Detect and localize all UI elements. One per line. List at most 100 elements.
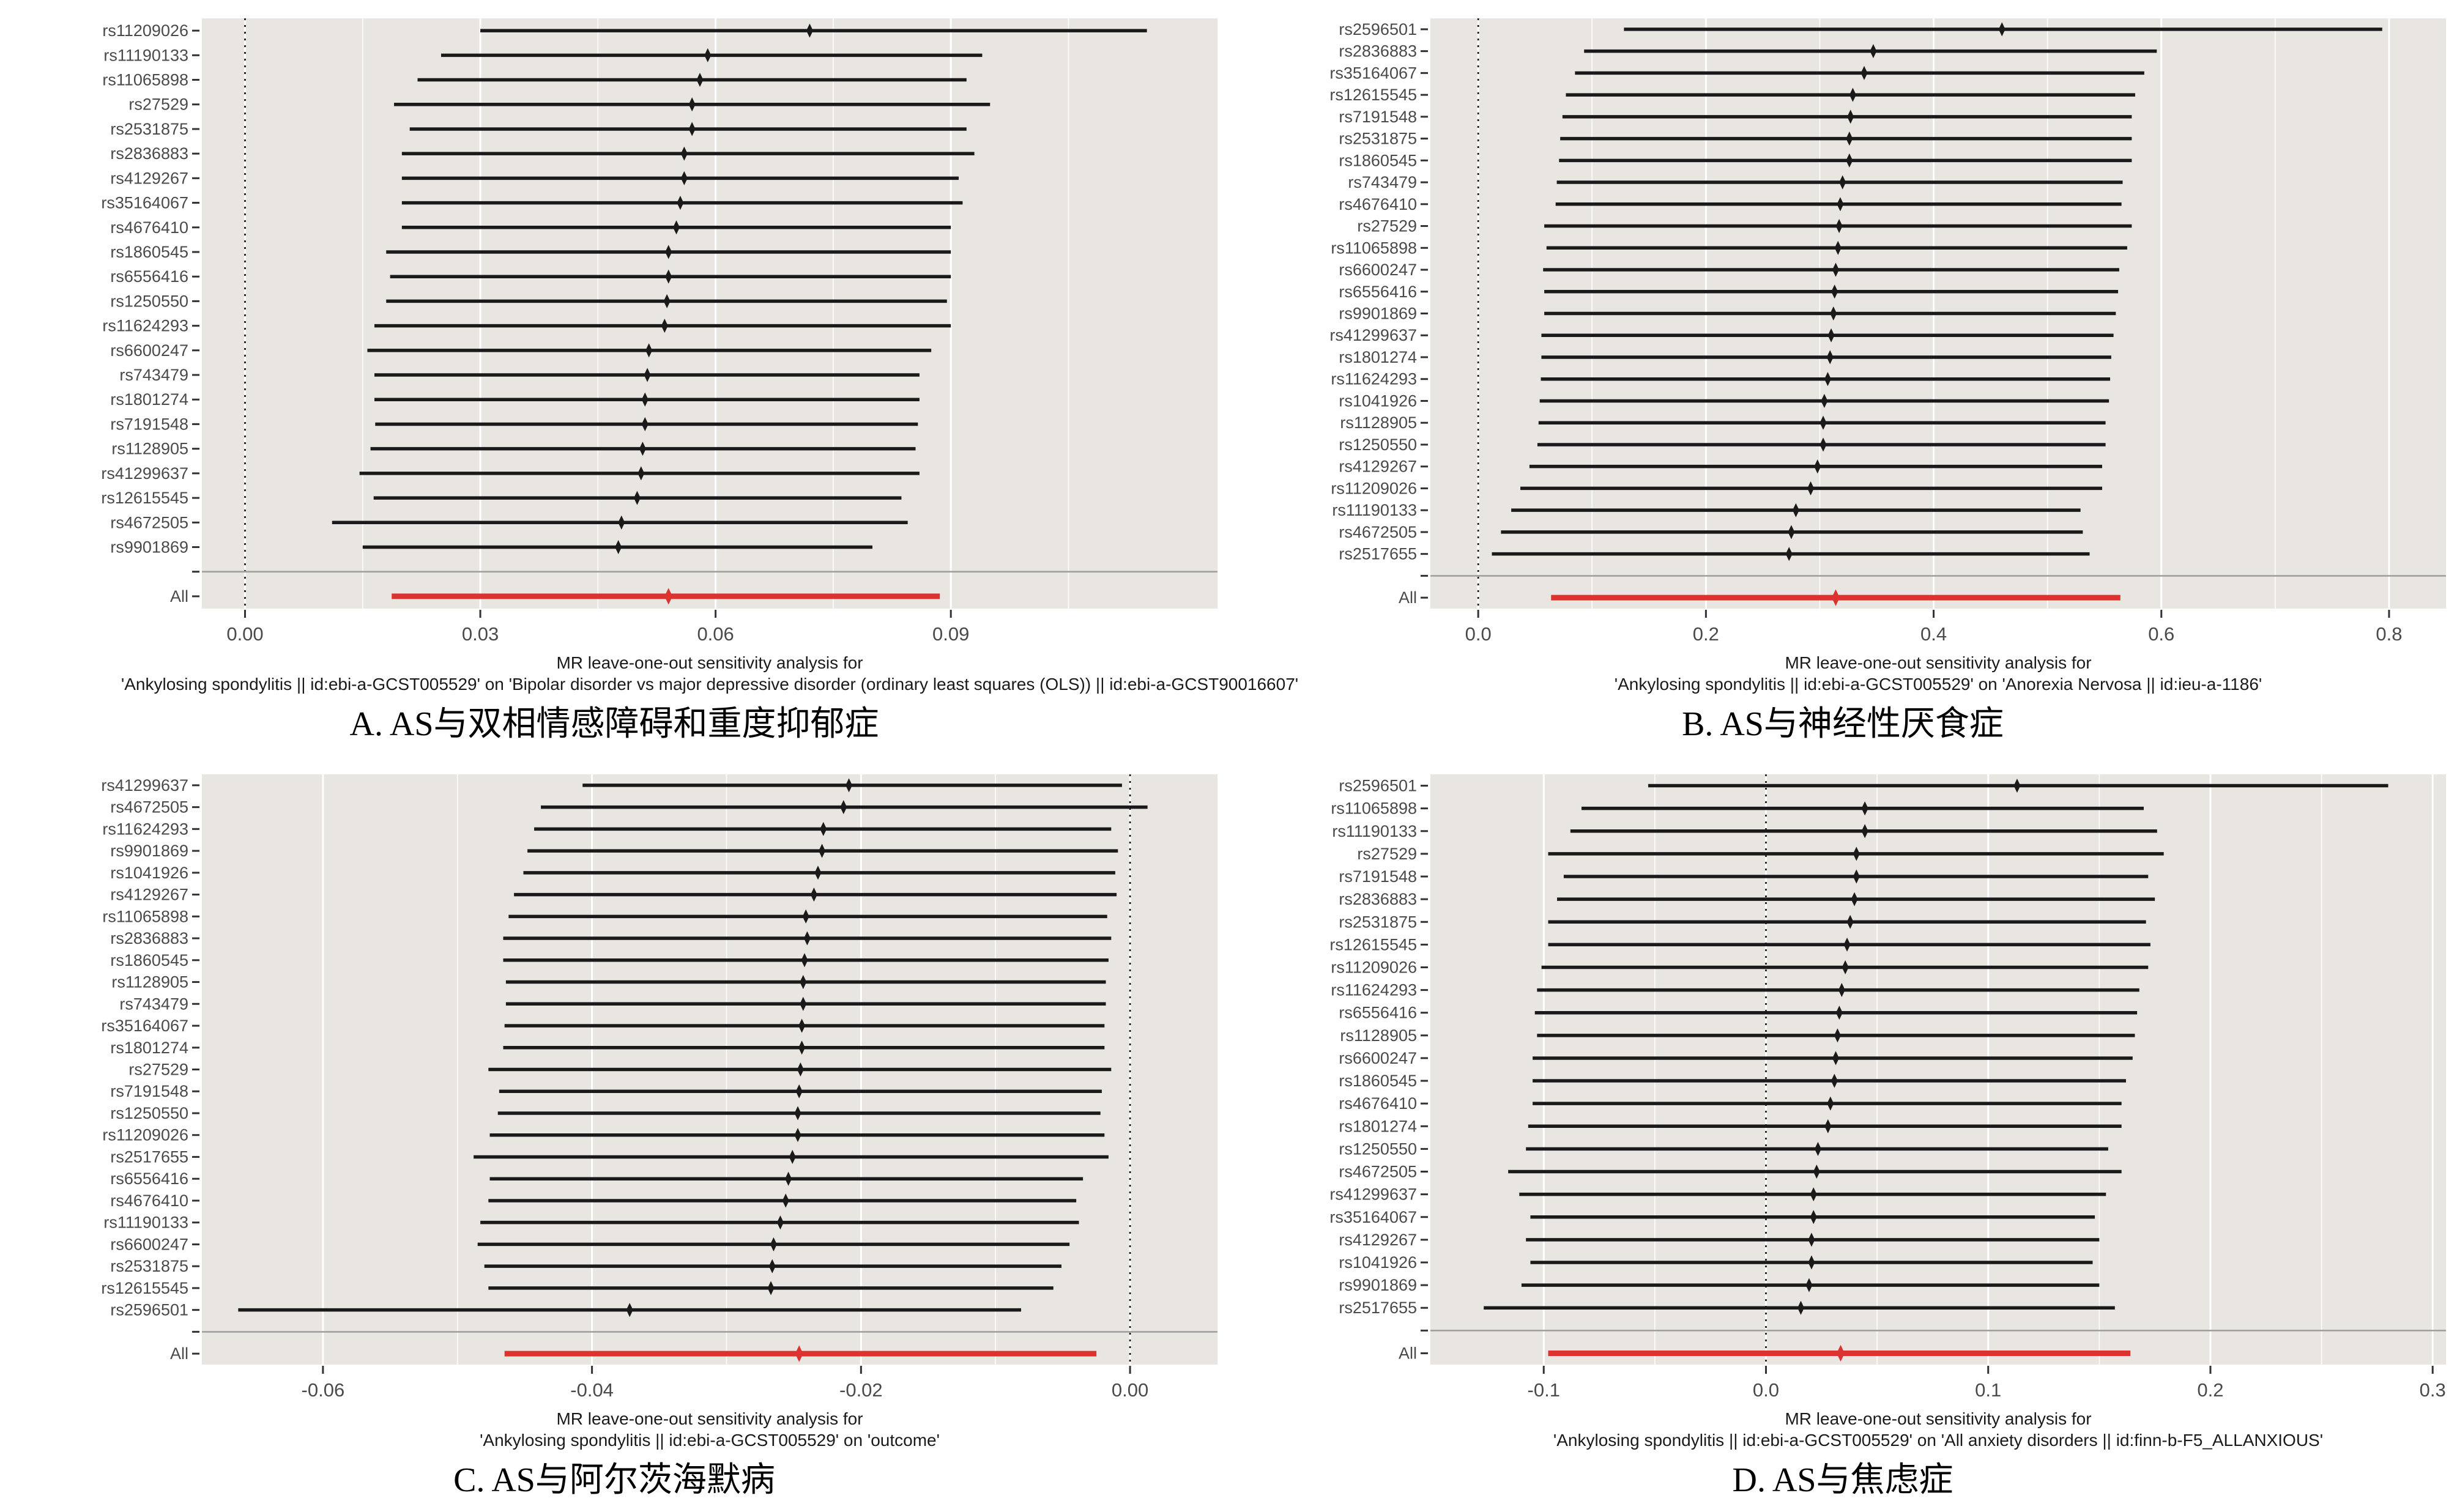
point-marker — [1827, 1096, 1834, 1111]
y-axis-label: rs11624293 — [1331, 981, 1417, 999]
panel-b: rs2596501 rs2836883 rs35164067 rs12615545 rs… — [1228, 0, 2457, 756]
y-axis-label: rs1860545 — [110, 951, 188, 969]
y-axis-label: rs2531875 — [110, 1257, 188, 1275]
x-tick-label: -0.02 — [839, 1379, 883, 1401]
point-marker — [665, 245, 672, 259]
y-axis-label: rs6556416 — [110, 267, 188, 286]
y-axis-label: rs11209026 — [1331, 958, 1417, 976]
plot-background — [202, 18, 1217, 609]
y-axis-label: rs4676410 — [1339, 1094, 1417, 1113]
panel-d: rs2596501 rs11065898 rs11190133 rs27529 rs71… — [1228, 756, 2457, 1512]
all-point-marker — [1832, 589, 1840, 606]
point-marker — [1792, 503, 1799, 517]
point-marker — [637, 466, 645, 481]
point-marker — [704, 48, 712, 62]
y-axis-label: rs2836883 — [1339, 42, 1417, 61]
y-axis-label: rs1128905 — [111, 973, 188, 991]
panel-c-title: C. AS与阿尔茨海默病 — [453, 1461, 775, 1499]
point-marker — [1824, 372, 1831, 387]
y-axis-label: rs1250550 — [110, 1104, 188, 1122]
y-axis-label: rs2517655 — [1339, 545, 1417, 563]
point-marker — [665, 269, 672, 284]
caption-line-1: MR leave-one-out sensitivity analysis fo… — [1785, 653, 2092, 672]
y-axis-label: rs4676410 — [110, 218, 188, 237]
y-axis-label: rs4672505 — [110, 798, 188, 817]
point-marker — [1810, 1210, 1817, 1225]
y-axis-label: rs2531875 — [1339, 913, 1417, 931]
y-axis-label: rs2836883 — [110, 144, 188, 163]
y-axis-label: rs7191548 — [110, 1082, 188, 1100]
point-marker — [1797, 1300, 1805, 1315]
y-axis-label: rs2531875 — [1339, 130, 1417, 148]
all-label: All — [1399, 1344, 1417, 1362]
point-marker — [1820, 437, 1827, 452]
point-marker — [810, 888, 817, 902]
y-axis-label: rs1801274 — [110, 1039, 188, 1057]
y-axis-label: rs2836883 — [1339, 890, 1417, 908]
y-axis-label: rs11065898 — [1331, 239, 1417, 257]
y-axis-label: rs1860545 — [1339, 151, 1417, 169]
y-axis-label: rs2836883 — [110, 929, 188, 947]
x-tick-label: 0.2 — [1693, 623, 1719, 645]
point-marker — [673, 220, 680, 235]
y-axis-label: rs6556416 — [1339, 283, 1417, 301]
x-tick-label: 0.00 — [1112, 1379, 1148, 1401]
y-axis-label: rs1801274 — [1339, 348, 1417, 366]
all-label: All — [170, 587, 188, 606]
panel-b-title: B. AS与神经性厌食症 — [1682, 705, 2004, 743]
point-marker — [806, 23, 813, 38]
y-axis-label: rs743479 — [119, 995, 188, 1013]
panel-c: rs41299637 rs4672505 rs11624293 rs9901869 rs… — [0, 756, 1228, 1512]
point-marker — [1847, 109, 1854, 124]
caption-line-2: 'Ankylosing spondylitis || id:ebi-a-GCST… — [1614, 675, 2262, 694]
all-label: All — [1399, 588, 1417, 607]
x-tick-label: 0.09 — [932, 623, 969, 645]
y-axis-label: rs4129267 — [110, 169, 188, 187]
x-tick-label: 0.0 — [1465, 623, 1492, 645]
y-axis-label: rs41299637 — [1329, 326, 1417, 344]
panel-d-axis-caption: MR leave-one-out sensitivity analysis fo… — [1430, 1408, 2446, 1451]
y-axis-label: rs2517655 — [110, 1147, 188, 1166]
x-tick-label: 0.3 — [2420, 1379, 2446, 1401]
y-axis-label: rs6600247 — [1339, 1049, 1417, 1067]
y-axis-label: rs6556416 — [110, 1169, 188, 1188]
panel-c-forest-plot: rs41299637 rs4672505 rs11624293 rs9901869 rs… — [101, 774, 1217, 1401]
y-axis-label: rs11624293 — [102, 317, 188, 335]
point-marker — [1824, 1119, 1832, 1133]
y-axis-label: rs11190133 — [103, 1214, 188, 1232]
all-label: All — [170, 1344, 188, 1363]
all-point-marker — [795, 1345, 803, 1362]
y-axis-label: rs11190133 — [1332, 822, 1417, 840]
y-axis-label: rs11065898 — [102, 907, 188, 925]
panel-a-axis-caption: MR leave-one-out sensitivity analysis fo… — [121, 652, 1298, 695]
point-marker — [641, 392, 649, 407]
point-marker — [1846, 153, 1853, 168]
point-marker — [696, 72, 704, 87]
point-marker — [1821, 393, 1828, 409]
point-marker — [1834, 1028, 1841, 1043]
point-marker — [1832, 1051, 1840, 1065]
x-tick-label: 0.4 — [1920, 623, 1947, 645]
point-marker — [1839, 175, 1846, 190]
point-marker — [1814, 1141, 1821, 1156]
point-marker — [794, 1128, 801, 1143]
point-marker — [1835, 1006, 1843, 1020]
point-marker — [1851, 892, 1858, 906]
x-tick-label: -0.04 — [570, 1379, 614, 1401]
point-marker — [801, 953, 808, 968]
y-axis-label: rs4129267 — [110, 886, 188, 904]
point-marker — [846, 778, 853, 793]
y-axis-label: rs2596501 — [1339, 777, 1417, 795]
y-axis-label: rs9901869 — [110, 538, 188, 556]
y-axis-label: rs9901869 — [1339, 1276, 1417, 1294]
point-marker — [688, 97, 696, 112]
x-tick-label: 0.8 — [2376, 623, 2402, 645]
y-axis-label: rs7191548 — [110, 415, 188, 433]
y-axis-label: rs1250550 — [1339, 1140, 1417, 1158]
point-marker — [663, 294, 671, 308]
y-axis-label: rs1250550 — [110, 292, 188, 310]
y-axis-label: rs12615545 — [1329, 935, 1417, 954]
point-marker — [798, 1018, 806, 1033]
plot-background — [1430, 774, 2446, 1365]
caption-line-2: 'Ankylosing spondylitis || id:ebi-a-GCST… — [480, 1431, 940, 1450]
